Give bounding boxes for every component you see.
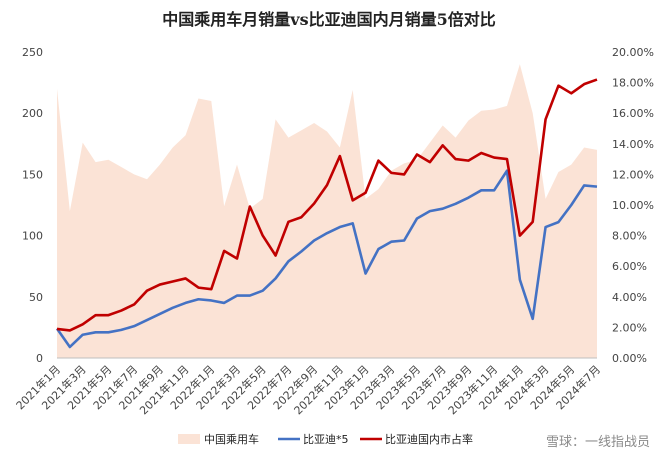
- right-tick-label: 4.00%: [612, 291, 647, 304]
- right-tick-label: 20.00%: [612, 46, 654, 59]
- legend-label: 比亚迪*5: [303, 433, 349, 446]
- right-tick-label: 8.00%: [612, 230, 647, 243]
- right-tick-label: 2.00%: [612, 321, 647, 334]
- left-tick-label: 200: [22, 107, 43, 120]
- left-tick-label: 0: [36, 352, 43, 365]
- left-tick-label: 150: [22, 168, 43, 181]
- legend-label: 比亚迪国内市占率: [385, 432, 473, 446]
- left-tick-label: 250: [22, 46, 43, 59]
- right-tick-label: 6.00%: [612, 260, 647, 273]
- right-tick-label: 14.00%: [612, 138, 654, 151]
- right-tick-label: 0.00%: [612, 352, 647, 365]
- legend: 中国乘用车 比亚迪*5 比亚迪国内市占率: [178, 432, 473, 446]
- right-tick-label: 12.00%: [612, 168, 654, 181]
- chart-title: 中国乘用车月销量vs比亚迪国内月销量5倍对比: [162, 10, 495, 29]
- series-line-1: [55, 169, 598, 349]
- right-tick-label: 18.00%: [612, 77, 654, 90]
- series-line-2: [56, 78, 598, 332]
- line-layer: [55, 78, 598, 349]
- right-tick-label: 16.00%: [612, 107, 654, 120]
- legend-swatch-area: [178, 434, 200, 444]
- watermark: 雪球：一线指战员: [546, 435, 650, 450]
- legend-label: 中国乘用车: [204, 432, 259, 446]
- left-tick-label: 100: [22, 230, 43, 243]
- left-tick-label: 50: [29, 291, 43, 304]
- right-tick-label: 10.00%: [612, 199, 654, 212]
